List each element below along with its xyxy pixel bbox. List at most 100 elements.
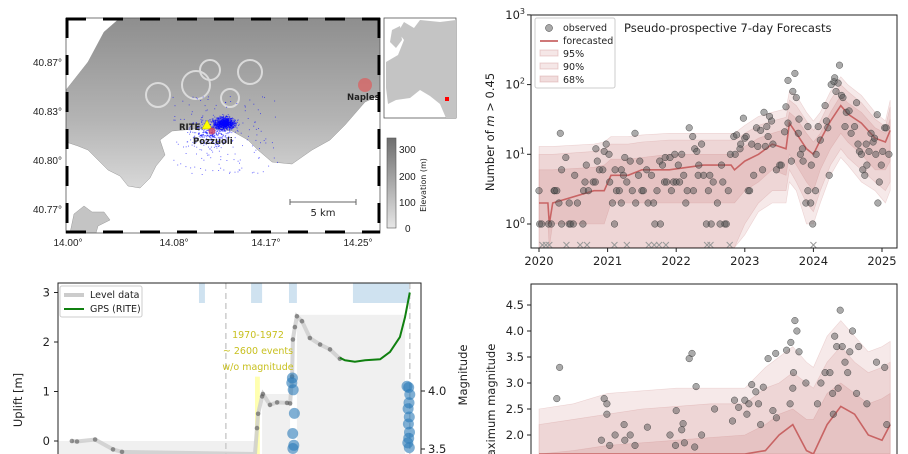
observed-point	[844, 369, 852, 377]
epicenter-dot	[225, 122, 227, 123]
epicenter-dot	[198, 127, 200, 129]
epicenter-dot	[198, 133, 200, 134]
observed-point	[631, 129, 639, 137]
observed-point	[790, 369, 798, 377]
epicenter-dot	[222, 136, 224, 138]
epicenter-dot	[205, 141, 207, 143]
observed-point	[569, 220, 577, 228]
epicenter-dot	[268, 165, 270, 167]
observed-point	[834, 79, 842, 87]
y-tick-label: 4.5	[506, 298, 524, 312]
epicenter-dot	[230, 120, 232, 121]
epicenter-dot	[229, 130, 231, 132]
observed-point	[621, 153, 629, 161]
epicenter-dot	[198, 129, 200, 131]
zero-count-marker	[810, 241, 817, 248]
epicenter-dot	[217, 127, 219, 129]
level-data-point	[255, 411, 261, 417]
epicenter-dot	[220, 119, 221, 121]
magnitude-point	[402, 403, 414, 415]
observed-point	[650, 199, 658, 207]
magnitude-point	[288, 407, 300, 419]
epicenter-dot	[215, 125, 217, 127]
epicenter-dot	[198, 123, 200, 125]
confidence-band-95	[538, 320, 891, 454]
observed-point	[597, 436, 605, 444]
epicenter-dot	[233, 124, 235, 126]
epicenter-dot	[231, 129, 233, 131]
y-tick-label: 2.0	[506, 428, 524, 442]
epicenter-dot	[212, 136, 214, 138]
epicenter-dot	[207, 135, 209, 137]
observed-point	[656, 220, 664, 228]
zero-count-marker	[583, 241, 591, 248]
observed-point	[871, 134, 879, 142]
tick-base: 10	[505, 147, 520, 161]
crater-rims	[145, 59, 263, 108]
epicenter-dot	[222, 124, 224, 126]
level-data-point	[69, 438, 75, 444]
epicenter-dot	[218, 121, 220, 123]
epicenter-dot	[226, 160, 228, 161]
observed-point	[683, 187, 691, 195]
epicenter-dot	[219, 126, 221, 128]
observed-point	[872, 150, 880, 158]
epicenter-dot	[209, 142, 210, 144]
epicenter-dot	[237, 171, 239, 173]
epicenter-dot	[232, 121, 234, 123]
epicenter-dot	[210, 139, 212, 141]
epicenter-dot	[213, 123, 215, 125]
epicenter-dot	[202, 119, 204, 121]
epicenter-dot	[231, 124, 233, 126]
epicenter-dot	[214, 127, 216, 129]
epicenter-dot	[218, 126, 220, 128]
epicenter-dot	[189, 131, 191, 133]
colorbar-label: Elevation (m)	[419, 158, 428, 212]
epicenter-dot	[228, 118, 230, 120]
observed-point	[825, 171, 833, 179]
observed-point	[863, 400, 871, 408]
epicenter-dot	[188, 145, 189, 147]
rite-station-marker	[201, 119, 213, 130]
observed-point	[672, 407, 680, 415]
epicenter-dot	[232, 123, 234, 125]
observed-point	[832, 87, 840, 95]
epicenter-dot	[195, 142, 197, 144]
observed-point	[836, 61, 844, 69]
epicenter-dot	[217, 121, 219, 123]
epicenter-dot	[221, 127, 223, 129]
epicenter-dot	[215, 117, 217, 119]
observed-point	[841, 358, 849, 366]
tick-exponent: 0	[520, 216, 525, 225]
epicenter-dot	[220, 124, 221, 126]
epicenter-dot	[222, 143, 224, 145]
observed-point	[606, 178, 614, 186]
level-data-point	[274, 400, 280, 405]
epicenter-dot	[218, 122, 220, 124]
epicenter-dot	[225, 123, 226, 125]
epicenter-dot	[263, 140, 265, 141]
epicenter-dot	[208, 146, 209, 148]
epicenter-dot	[213, 137, 215, 138]
islet-land	[69, 205, 111, 233]
epicenter-dot	[216, 142, 218, 144]
epicenter-dot	[206, 138, 207, 140]
epicenter-dot	[222, 124, 224, 126]
level-data-point	[290, 337, 296, 342]
observed-point	[739, 114, 747, 122]
epicenter-dot	[200, 118, 202, 120]
epicenter-dot	[230, 101, 232, 102]
legend: observed forecasted 95% 90% 68%	[534, 17, 616, 89]
epicenter-dot	[190, 167, 192, 169]
epicenter-dot	[205, 135, 207, 137]
observed-point	[558, 220, 566, 228]
observed-point	[874, 199, 882, 207]
epicenter-dot	[227, 153, 229, 155]
y-tick-label: 102	[505, 77, 525, 92]
observed-point	[838, 343, 846, 351]
epicenter-dot	[214, 143, 216, 145]
epicenter-dot	[237, 119, 239, 121]
observed-point	[855, 343, 863, 351]
observed-point	[628, 187, 636, 195]
epicenter-dot	[239, 169, 241, 171]
